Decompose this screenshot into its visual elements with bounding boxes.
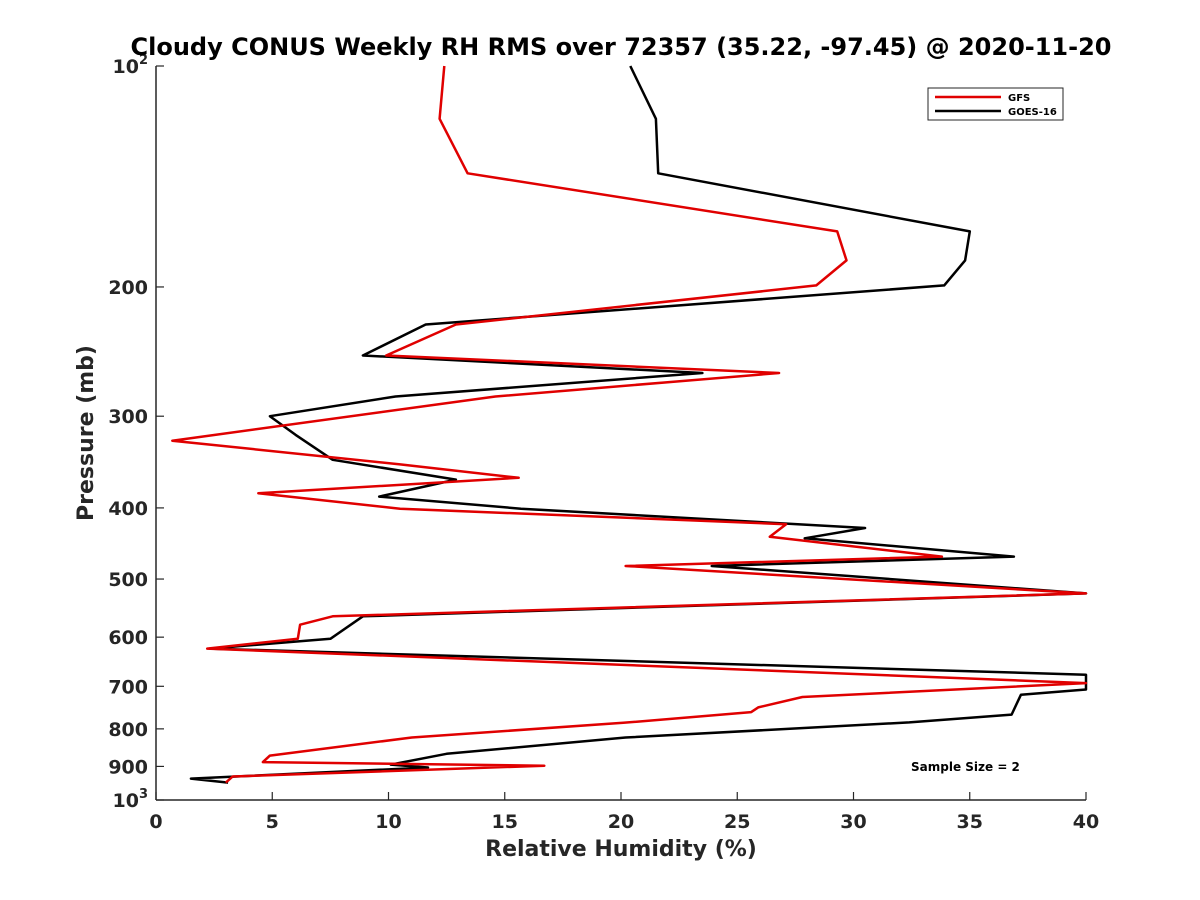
x-tick-label: 10: [375, 811, 401, 833]
y-tick-label: 900: [108, 756, 148, 778]
x-tick-label: 25: [724, 811, 750, 833]
legend-box: [927, 87, 1064, 121]
y-axis-label: Pressure (mb): [74, 345, 99, 521]
chart-title: Cloudy CONUS Weekly RH RMS over 72357 (3…: [131, 33, 1112, 61]
legend: GFS GOES-16: [927, 87, 1064, 121]
y-tick-label: 600: [108, 627, 148, 649]
x-tick-label: 30: [840, 811, 866, 833]
sample-size-annotation: Sample Size = 2: [911, 760, 1020, 774]
y-tick-label: 300: [108, 406, 148, 428]
series-line-gfs: [171, 65, 1088, 784]
y-tick-label: 400: [108, 498, 148, 520]
legend-label-goes16: GOES-16: [1008, 107, 1057, 118]
x-tick-label: 40: [1073, 811, 1099, 833]
x-tick-label: 35: [957, 811, 983, 833]
x-ticks: 0 5 10 15 20 25 30 35 40: [149, 792, 1099, 833]
x-tick-label: 0: [149, 811, 162, 833]
x-tick-label: 20: [608, 811, 634, 833]
y-tick-label: 700: [108, 676, 148, 698]
series-layer: [171, 65, 1088, 784]
x-axis-label: Relative Humidity (%): [485, 837, 757, 862]
y-tick-label: 500: [108, 569, 148, 591]
legend-label-gfs: GFS: [1008, 93, 1030, 104]
y-tick-label: 103: [113, 787, 149, 812]
y-tick-label: 102: [113, 53, 149, 78]
y-tick-label: 200: [108, 277, 148, 299]
series-line-goes16: [189, 65, 1088, 784]
y-ticks: 102 200 300 400 500 600 700 800 900 103: [108, 53, 164, 812]
y-tick-label: 800: [108, 719, 148, 741]
x-tick-label: 15: [492, 811, 518, 833]
x-tick-label: 5: [266, 811, 279, 833]
